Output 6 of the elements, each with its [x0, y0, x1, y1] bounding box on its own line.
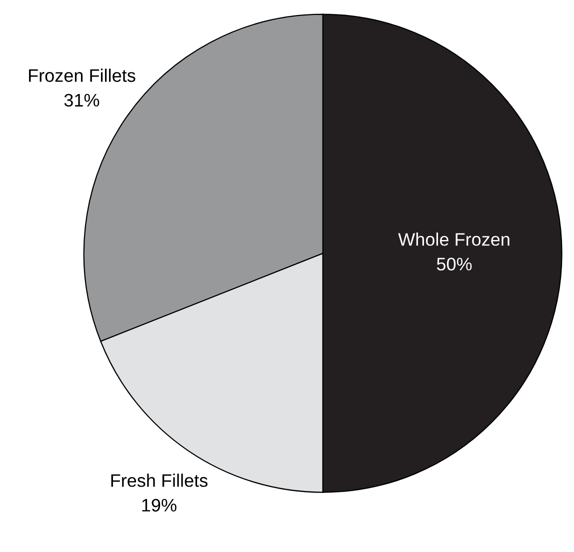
data-label: 19% [142, 498, 176, 512]
slice-label: Fresh Fillets [111, 474, 208, 487]
data-label: 50% [436, 258, 472, 270]
slice-label: Frozen Fillets [29, 68, 136, 82]
data-label: 31% [64, 94, 100, 107]
slice-label: Whole Frozen [398, 232, 510, 246]
